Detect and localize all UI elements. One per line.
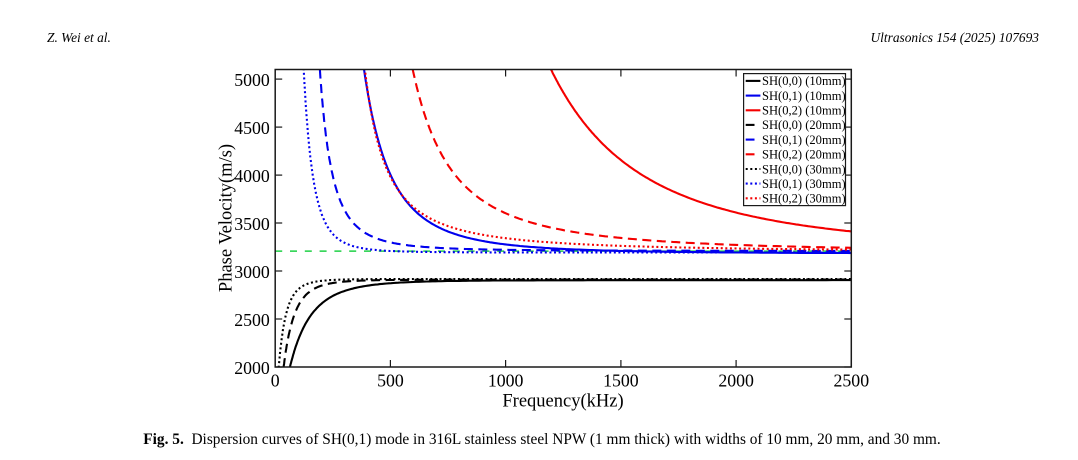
svg-text:2000: 2000 [718,371,754,391]
svg-text:SH(0,0) (20mm): SH(0,0) (20mm) [762,118,846,132]
svg-text:2500: 2500 [234,310,270,330]
svg-text:4500: 4500 [234,118,270,138]
svg-text:3500: 3500 [234,214,270,234]
svg-text:4000: 4000 [234,166,270,186]
svg-text:SH(0,2) (30mm): SH(0,2) (30mm) [762,192,846,206]
svg-text:Phase Velocity(m/s): Phase Velocity(m/s) [217,144,237,292]
svg-text:SH(0,0) (10mm): SH(0,0) (10mm) [762,74,846,88]
svg-text:SH(0,1) (30mm): SH(0,1) (30mm) [762,177,846,191]
svg-text:3000: 3000 [234,262,270,282]
svg-text:1500: 1500 [603,371,639,391]
svg-text:0: 0 [271,371,280,391]
svg-text:SH(0,0) (30mm): SH(0,0) (30mm) [762,162,846,176]
svg-text:SH(0,2) (20mm): SH(0,2) (20mm) [762,148,846,162]
svg-text:2000: 2000 [234,358,270,378]
svg-text:SH(0,1) (10mm): SH(0,1) (10mm) [762,89,846,103]
svg-text:500: 500 [377,371,404,391]
svg-text:SH(0,1) (20mm): SH(0,1) (20mm) [762,133,846,147]
svg-text:5000: 5000 [234,70,270,90]
svg-text:Frequency(kHz): Frequency(kHz) [502,392,623,412]
svg-text:SH(0,2) (10mm): SH(0,2) (10mm) [762,104,846,118]
svg-text:2500: 2500 [834,371,870,391]
svg-text:1000: 1000 [488,371,524,391]
